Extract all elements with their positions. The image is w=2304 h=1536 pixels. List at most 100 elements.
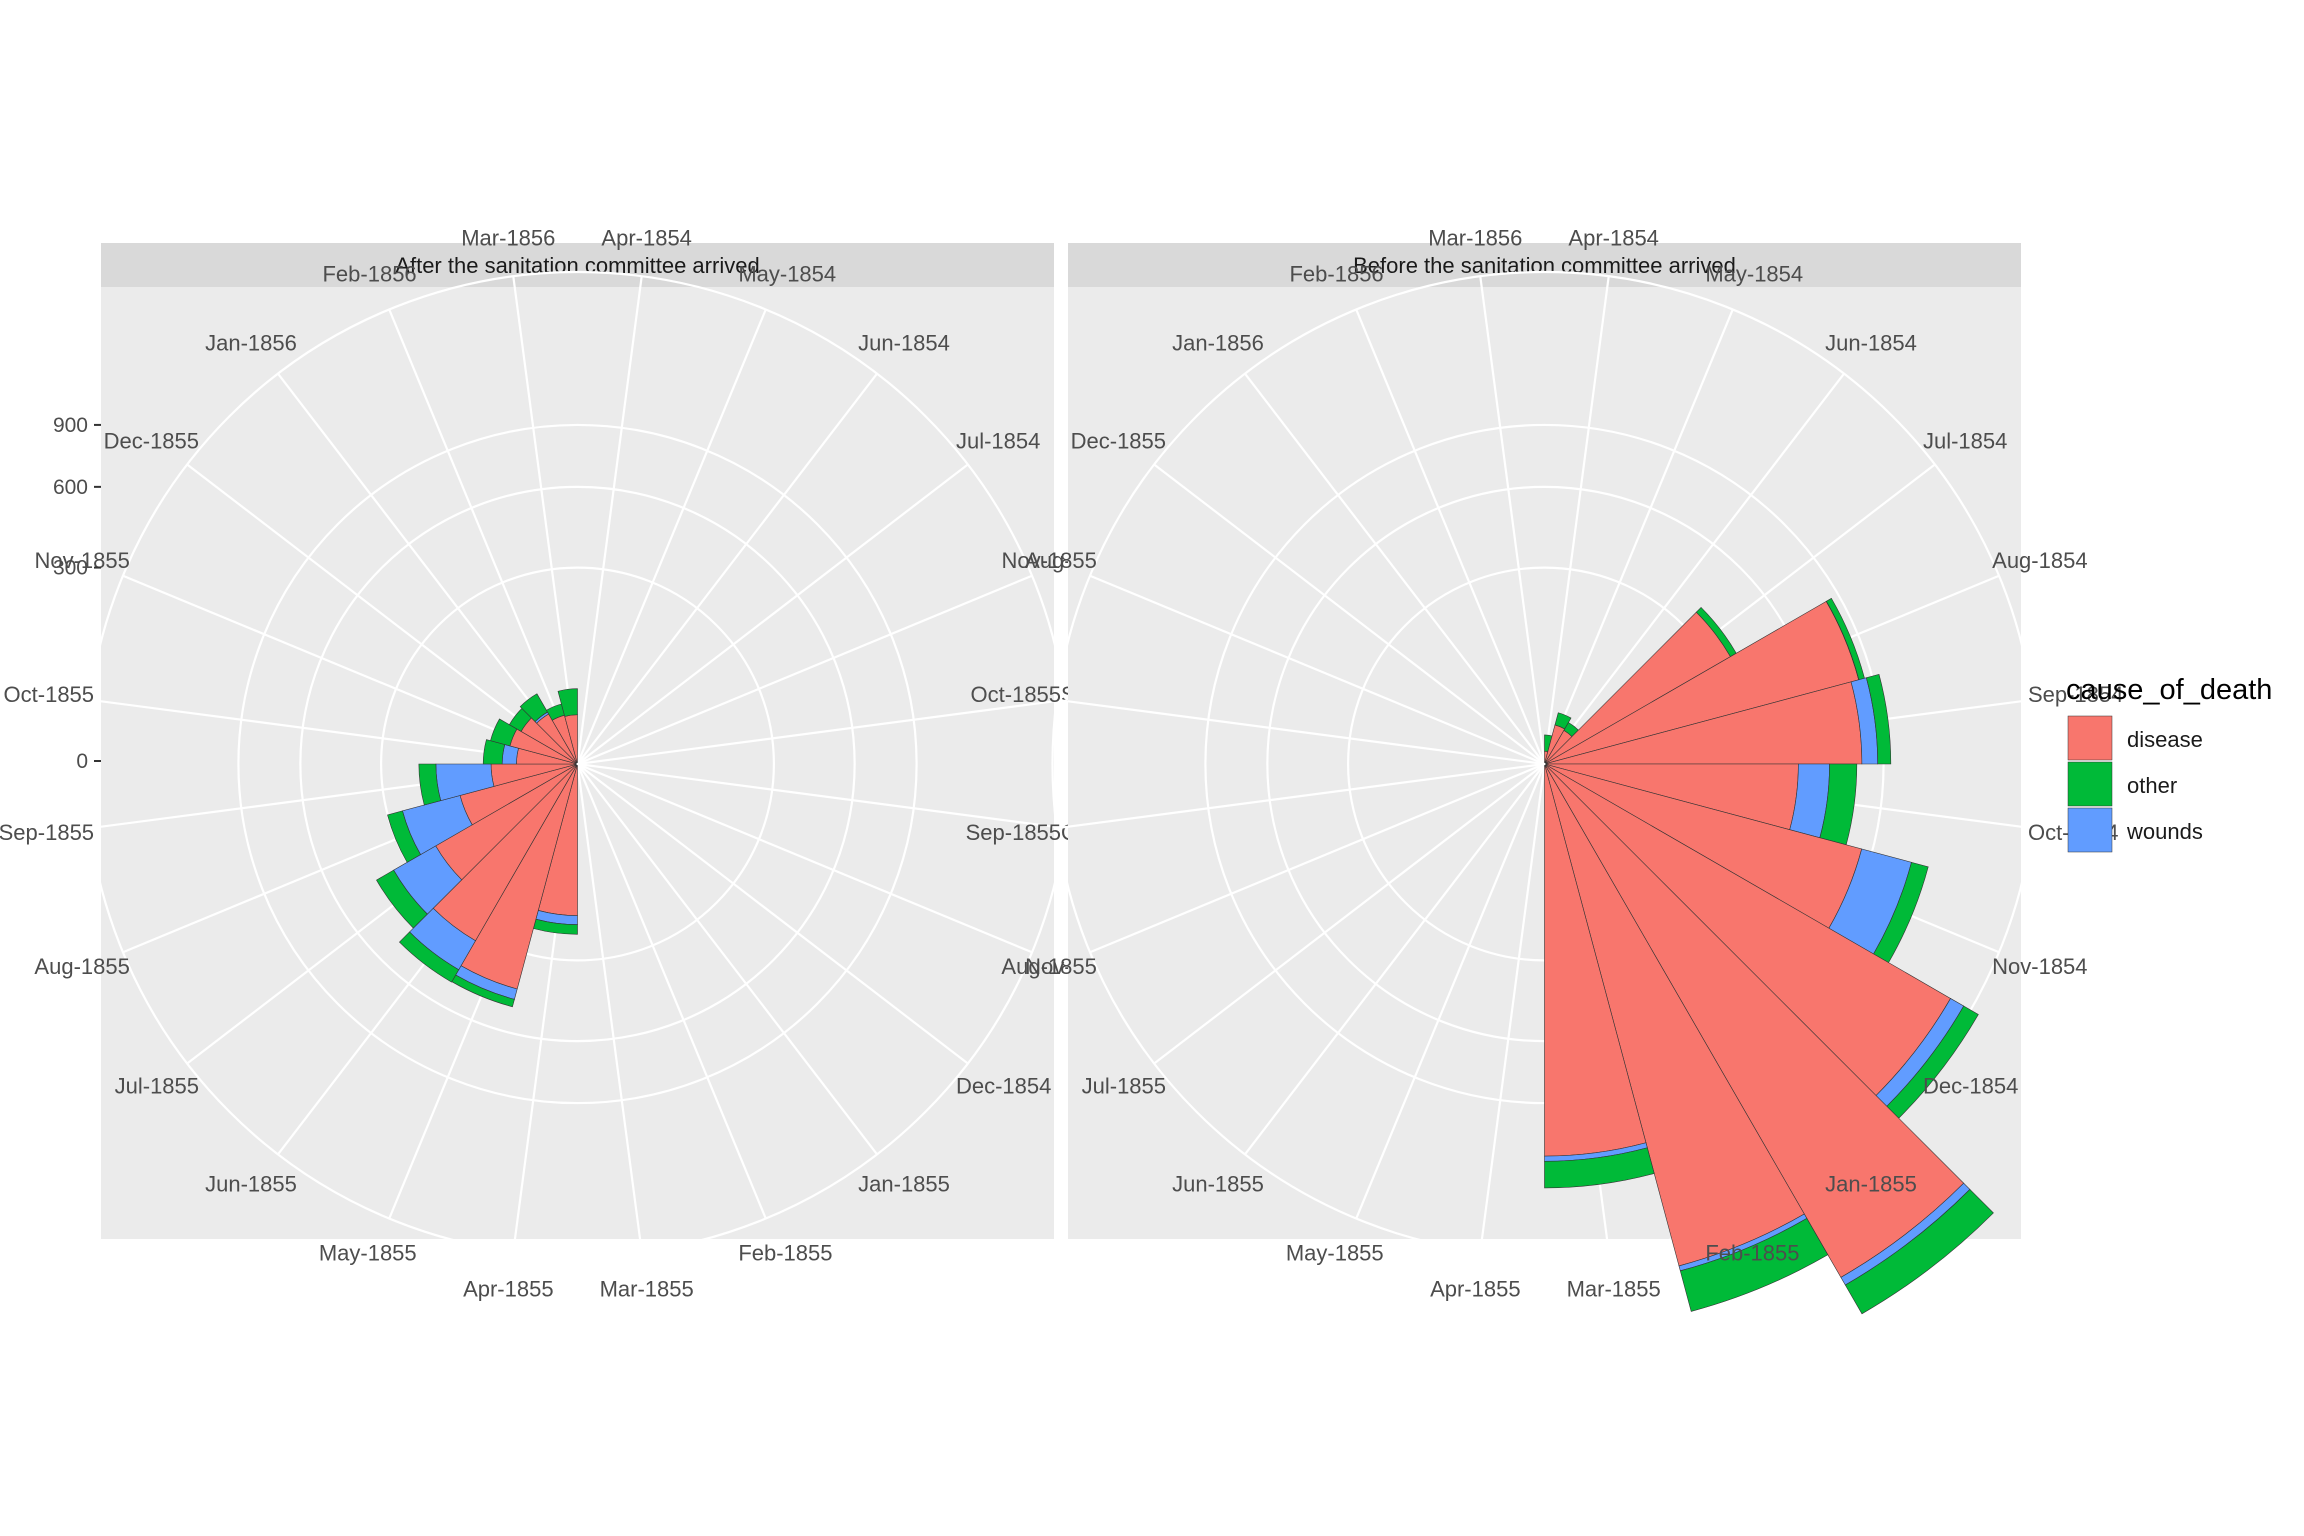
- grid-spoke: [1244, 373, 1546, 765]
- radial-tick-label: 0: [76, 750, 88, 773]
- facet-label-before: Before the sanitation committee arrived: [1353, 253, 1736, 278]
- month-label: Jan-1856: [205, 331, 297, 356]
- radial-tick-label: 600: [53, 476, 88, 499]
- month-label: Aug-1855: [1001, 954, 1096, 979]
- wedge-other: [376, 869, 428, 929]
- grid-spoke: [576, 763, 969, 1065]
- legend-swatch-other: [2067, 761, 2113, 807]
- grid-ring: [379, 566, 776, 962]
- month-label: Jul-1855: [1082, 1074, 1166, 1099]
- grid-spoke: [186, 463, 579, 765]
- grid-ring: [237, 423, 918, 1105]
- month-label: Dec-1854: [1923, 1074, 2018, 1099]
- grid-spoke: [576, 276, 643, 765]
- grid-ring-outer: [1051, 270, 2038, 1258]
- month-label: Dec-1855: [1071, 428, 1166, 453]
- grid-spoke: [577, 762, 1066, 830]
- month-label: Oct-1855: [4, 682, 95, 707]
- grid-ring: [299, 485, 856, 1043]
- grid-spoke: [1355, 763, 1546, 1219]
- grid-spoke: [1153, 763, 1546, 1065]
- month-label: Jan-1855: [858, 1171, 950, 1196]
- month-label: Jun-1854: [1825, 331, 1917, 356]
- month-label: Apr-1855: [463, 1276, 554, 1301]
- grid-spoke: [1089, 762, 1545, 954]
- month-label: Apr-1855: [1430, 1276, 1521, 1301]
- month-label: May-1854: [1705, 261, 1803, 286]
- grid-spoke: [576, 763, 878, 1155]
- month-label: Jun-1855: [205, 1171, 297, 1196]
- month-label: Jan-1856: [1172, 331, 1264, 356]
- legend-label-disease: disease: [2127, 727, 2203, 752]
- grid-spoke: [1543, 276, 1610, 765]
- month-label: Feb-1856: [322, 261, 416, 286]
- month-label: Dec-1855: [104, 428, 199, 453]
- wedges-after: [376, 688, 578, 1008]
- month-label: Feb-1855: [1705, 1241, 1799, 1266]
- month-label: Jul-1854: [1923, 428, 2007, 453]
- grid-spoke: [1479, 763, 1546, 1252]
- month-label: Jan-1855: [1825, 1171, 1917, 1196]
- month-labels-before: Apr-1854 May-1854 Jun-1854 Jul-1854 Aug-1854…: [966, 226, 2124, 1302]
- month-label: Dec-1854: [956, 1074, 1051, 1099]
- month-label: Aug-1854: [1992, 548, 2087, 573]
- month-label: Mar-1856: [1428, 226, 1522, 251]
- facet-label-after: After the sanitation committee arrived: [395, 253, 759, 278]
- month-label: May-1855: [1286, 1241, 1384, 1266]
- grid-spoke: [1479, 276, 1546, 765]
- grid-spoke: [576, 763, 767, 1219]
- grid-spoke: [1355, 309, 1546, 765]
- grid-spoke: [1089, 574, 1545, 766]
- grid-spoke: [512, 276, 579, 765]
- grid-spoke: [1153, 463, 1546, 765]
- month-label: Nov-1854: [1992, 954, 2087, 979]
- month-label: Mar-1856: [461, 226, 555, 251]
- legend: cause_of_death disease other wounds: [2066, 674, 2272, 853]
- grid-spoke: [576, 309, 767, 765]
- facet-panel-before: Before the sanitation committee arrived …: [966, 226, 2124, 1315]
- grid-spoke: [1543, 373, 1845, 765]
- month-label: Jul-1855: [115, 1074, 199, 1099]
- wedge-other: [1866, 673, 1892, 765]
- legend-title: cause_of_death: [2066, 674, 2272, 706]
- month-label: Nov-1855: [1001, 548, 1096, 573]
- month-label: Oct-1855: [971, 682, 1062, 707]
- facet-panel-after: After the sanitation committee arrived A…: [0, 226, 1156, 1302]
- legend-swatch-disease: [2067, 715, 2113, 761]
- grid-spoke: [1244, 763, 1546, 1155]
- grid-spoke: [577, 762, 1033, 954]
- wedge-other: [1844, 1188, 1994, 1315]
- radial-axis: 0 300 600 900: [53, 414, 101, 773]
- wedge-other: [387, 810, 421, 863]
- month-label: Feb-1856: [1289, 261, 1383, 286]
- radial-tick-label: 900: [53, 414, 88, 437]
- legend-label-wounds: wounds: [2126, 819, 2203, 844]
- wedge-other: [398, 931, 460, 983]
- month-label: Feb-1855: [738, 1241, 832, 1266]
- month-label: Jul-1854: [956, 428, 1040, 453]
- grid-spoke: [576, 463, 969, 765]
- month-label: May-1855: [319, 1241, 417, 1266]
- grid-spoke: [576, 763, 643, 1252]
- grid-spoke: [1543, 309, 1734, 765]
- month-label: Mar-1855: [600, 1276, 694, 1301]
- month-label: Apr-1854: [1568, 226, 1659, 251]
- wedges-before: [1544, 597, 1994, 1315]
- month-label: Jun-1855: [1172, 1171, 1264, 1196]
- radial-tick-label: 300: [53, 557, 88, 580]
- month-label: Sep-1854: [2028, 682, 2123, 707]
- month-label: Sep-1855: [966, 820, 1061, 845]
- month-label: Sep-1855: [0, 820, 94, 845]
- month-label: May-1854: [738, 261, 836, 286]
- legend-label-other: other: [2127, 773, 2177, 798]
- grid-spoke: [577, 698, 1066, 766]
- wedge-other: [1679, 1218, 1829, 1312]
- facet-strip-after: [101, 243, 1054, 287]
- month-label: Mar-1855: [1567, 1276, 1661, 1301]
- month-label: Apr-1854: [601, 226, 692, 251]
- grid-spoke: [1056, 698, 1545, 766]
- grid-spoke: [388, 309, 579, 765]
- month-label: Nov-1855: [34, 548, 129, 573]
- facet-strip-before: [1068, 243, 2021, 287]
